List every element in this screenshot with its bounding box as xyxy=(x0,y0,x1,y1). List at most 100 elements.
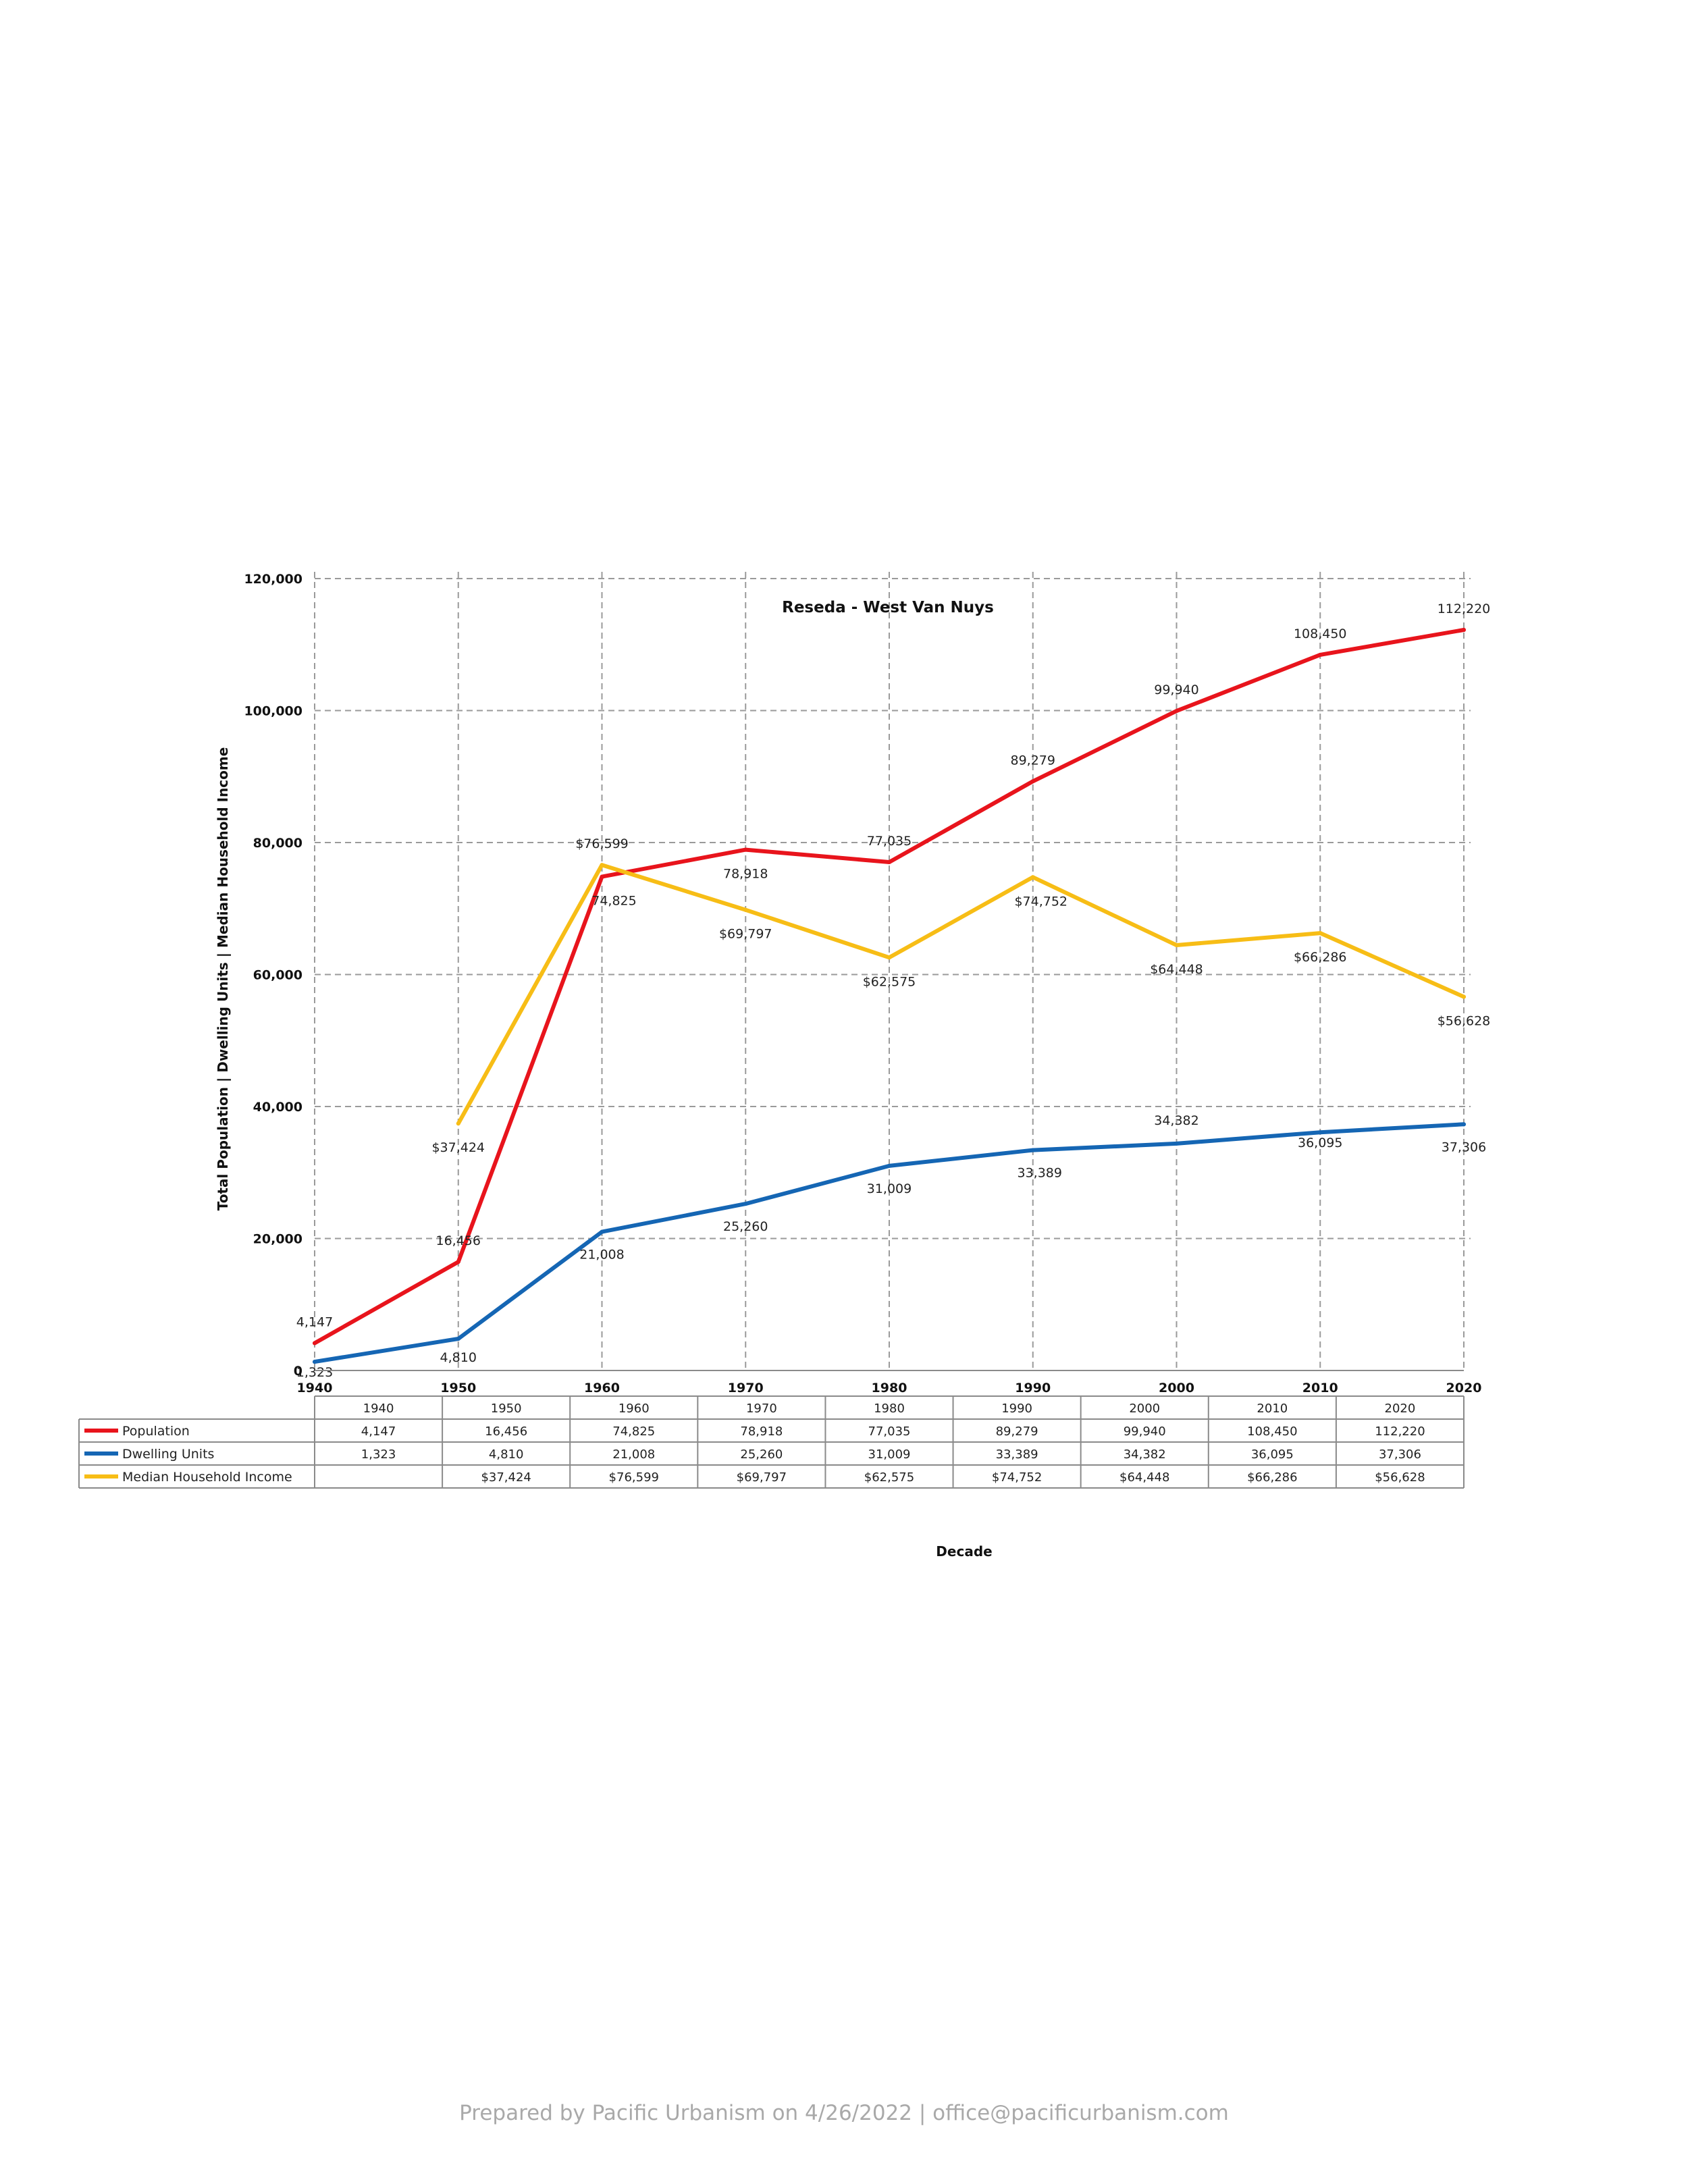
data-point xyxy=(1174,943,1179,948)
axes: 0 20,000 40,000 60,000 80,000 100,000 120,000 1… xyxy=(244,572,1481,1395)
data-point xyxy=(887,955,891,960)
data-point xyxy=(1462,994,1466,999)
data-label: 37,306 xyxy=(1442,1140,1486,1154)
x-tick-label: 1990 xyxy=(1015,1381,1051,1395)
data-point xyxy=(743,1202,748,1206)
data-label: 34,382 xyxy=(1154,1113,1198,1128)
x-tick-label: 1950 xyxy=(440,1381,476,1395)
table-cell: $37,424 xyxy=(481,1470,531,1485)
series-line-median-household-income xyxy=(456,863,1466,1126)
table-cell: 34,382 xyxy=(1124,1447,1166,1462)
y-axis-title: Total Population | Dwelling Units | Medi… xyxy=(215,747,231,1211)
table-header-cell: 1970 xyxy=(746,1402,777,1416)
table-cell: 37,306 xyxy=(1379,1447,1421,1462)
data-point xyxy=(600,1229,604,1234)
data-label: 31,009 xyxy=(867,1181,912,1196)
table-cell: 99,940 xyxy=(1124,1424,1166,1439)
table-header-cell: 1950 xyxy=(491,1402,522,1416)
x-tick-label: 1940 xyxy=(297,1381,333,1395)
legend-label: Population xyxy=(122,1424,190,1439)
table-header-cell: 2000 xyxy=(1129,1402,1160,1416)
data-label: 25,260 xyxy=(723,1219,768,1234)
data-label: 99,940 xyxy=(1154,683,1198,697)
y-tick-label: 100,000 xyxy=(244,704,302,719)
table-cell: 74,825 xyxy=(612,1424,655,1439)
table-header-cell: 1990 xyxy=(1001,1402,1032,1416)
table-cell: 21,008 xyxy=(612,1447,655,1462)
table-cell: 1,323 xyxy=(361,1447,396,1462)
data-point xyxy=(887,1163,891,1168)
data-point xyxy=(456,1121,460,1126)
table-cell: 25,260 xyxy=(740,1447,783,1462)
x-tick-label: 2010 xyxy=(1302,1381,1338,1395)
y-tick-label: 80,000 xyxy=(253,836,302,851)
legend-label: Dwelling Units xyxy=(122,1447,214,1462)
data-point xyxy=(456,1336,460,1341)
data-label: $37,424 xyxy=(431,1140,485,1155)
data-point xyxy=(743,907,748,912)
data-label: 78,918 xyxy=(723,867,768,882)
data-label: $64,448 xyxy=(1150,962,1203,977)
x-tick-label: 1980 xyxy=(872,1381,907,1395)
y-tick-label: 60,000 xyxy=(253,968,302,983)
table-header-cell: 1960 xyxy=(618,1402,650,1416)
data-point xyxy=(1174,1141,1179,1146)
data-point xyxy=(600,863,604,868)
data-point xyxy=(887,859,891,864)
table-cell: 31,009 xyxy=(868,1447,911,1462)
table-cell: $66,286 xyxy=(1247,1470,1297,1485)
data-label: 74,825 xyxy=(591,894,636,909)
data-label: 4,810 xyxy=(440,1350,477,1365)
y-tick-label: 0 xyxy=(294,1364,302,1379)
table-cell: $62,575 xyxy=(864,1470,914,1485)
data-label: $76,599 xyxy=(575,836,629,851)
table-header-cell: 1940 xyxy=(363,1402,394,1416)
data-label: 112,220 xyxy=(1438,602,1491,616)
gridlines xyxy=(314,572,1471,1370)
data-point xyxy=(1030,1148,1035,1152)
data-point xyxy=(600,874,604,879)
data-table: 1940 1950 1960 1970 1980 1990 2000 2010 2020 Popu… xyxy=(78,1395,1465,1489)
table-cell: 77,035 xyxy=(868,1424,911,1439)
data-label: 16,456 xyxy=(436,1233,481,1248)
y-tick-label: 20,000 xyxy=(253,1232,302,1247)
data-label: $62,575 xyxy=(863,974,916,989)
x-tick-label: 2020 xyxy=(1446,1381,1482,1395)
data-label: $66,286 xyxy=(1294,950,1347,965)
data-point xyxy=(456,1260,460,1264)
table-cell: 112,220 xyxy=(1375,1424,1425,1439)
data-label: 4,147 xyxy=(296,1314,333,1329)
table-header-cell: 2020 xyxy=(1385,1402,1416,1416)
table-cell: 4,810 xyxy=(489,1447,524,1462)
data-point xyxy=(1318,652,1323,657)
table-cell: $76,599 xyxy=(609,1470,659,1485)
data-point xyxy=(743,847,748,852)
y-tick-label: 40,000 xyxy=(253,1100,302,1115)
data-label: $74,752 xyxy=(1014,894,1067,909)
series-lines xyxy=(313,628,1466,1364)
data-point xyxy=(1462,628,1466,633)
table-cell: 16,456 xyxy=(485,1424,527,1439)
data-label: 21,008 xyxy=(579,1248,624,1262)
y-tick-label: 120,000 xyxy=(244,572,302,587)
data-point xyxy=(1174,709,1179,714)
data-label: 77,035 xyxy=(867,834,912,849)
table-cell: $64,448 xyxy=(1119,1470,1169,1485)
table-cell: 33,389 xyxy=(996,1447,1038,1462)
data-point xyxy=(1030,779,1035,784)
data-label: 89,279 xyxy=(1011,753,1055,768)
table-cell: 36,095 xyxy=(1251,1447,1294,1462)
table-cell: 108,450 xyxy=(1247,1424,1297,1439)
table-header-cell: 1980 xyxy=(874,1402,905,1416)
footer-credit: Prepared by Pacific Urbanism on 4/26/202… xyxy=(459,2101,1229,2125)
data-label: 1,323 xyxy=(296,1365,333,1380)
table-header-cell: 2010 xyxy=(1257,1402,1288,1416)
data-point xyxy=(1318,1130,1323,1135)
data-label: $56,628 xyxy=(1438,1013,1491,1028)
data-point xyxy=(1462,1122,1466,1127)
table-cell: 4,147 xyxy=(361,1424,396,1439)
data-point xyxy=(313,1360,317,1364)
table-cell: 78,918 xyxy=(740,1424,783,1439)
legend-label: Median Household Income xyxy=(122,1470,292,1485)
table-cell: $56,628 xyxy=(1375,1470,1425,1485)
